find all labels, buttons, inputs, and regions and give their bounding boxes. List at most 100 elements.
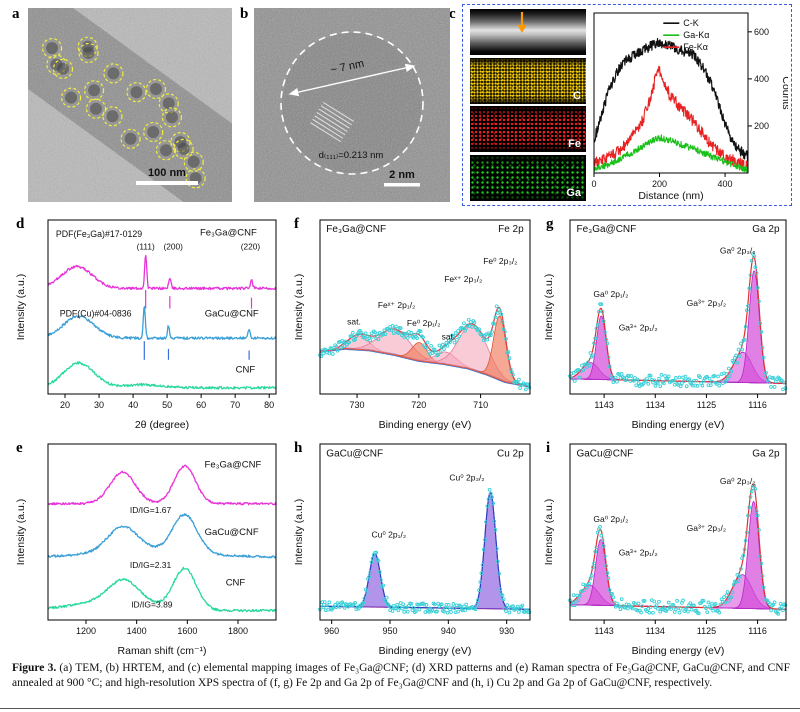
figure-caption: Figure 3. (a) TEM, (b) HRTEM, and (c) el…: [12, 661, 790, 691]
svg-text:1116: 1116: [748, 400, 767, 410]
svg-text:720: 720: [411, 400, 426, 410]
svg-text:30: 30: [94, 400, 104, 410]
svg-text:20: 20: [60, 400, 70, 410]
scale-bar-label: 100 nm: [148, 167, 186, 179]
diameter-arrow: [288, 63, 416, 97]
svg-text:600: 600: [754, 27, 769, 37]
panel-i-letter: i: [546, 440, 551, 456]
svg-text:0: 0: [591, 179, 596, 189]
panel-b-letter: b: [240, 6, 249, 22]
svg-text:PDF(Cu)#04-0836: PDF(Cu)#04-0836: [60, 308, 132, 318]
page-rule: [0, 708, 800, 709]
svg-text:Intensity (a.u.): Intensity (a.u.): [293, 274, 305, 341]
svg-text:1134: 1134: [646, 626, 665, 636]
svg-text:Fe-Kα: Fe-Kα: [683, 42, 708, 52]
iron-map-strip: Fe: [470, 106, 586, 152]
panel-a-letter: a: [12, 6, 20, 22]
caption-figure-number: Figure 3.: [12, 662, 57, 674]
svg-text:1125: 1125: [697, 626, 716, 636]
carbon-map-label: C: [573, 89, 581, 102]
lattice-fringes: [310, 101, 354, 143]
svg-text:Binding energy (eV): Binding energy (eV): [632, 419, 725, 431]
svg-text:2θ (degree): 2θ (degree): [135, 419, 189, 431]
gallium-map-strip: Ga: [470, 154, 586, 201]
svg-text:Intensity (a.u.): Intensity (a.u.): [15, 274, 27, 341]
svg-text:1800: 1800: [228, 626, 248, 636]
xps-ga2p-gacu-chart: 1143 1134 1125 1116 Binding energy (eV) Inten…: [540, 438, 794, 665]
svg-text:Ga³⁺ 2p₃/₂: Ga³⁺ 2p₃/₂: [687, 523, 727, 533]
svg-text:950: 950: [382, 626, 397, 636]
svg-text:Raman shift (cm⁻¹): Raman shift (cm⁻¹): [118, 645, 207, 657]
d-spacing-label: d₍₁₁₁₎=0.213 nm: [319, 150, 384, 161]
svg-text:Ga³⁺ 2p₃/₂: Ga³⁺ 2p₃/₂: [687, 298, 727, 308]
tem-image: 100 nm: [28, 8, 232, 202]
svg-text:Fe₃Ga@CNF: Fe₃Ga@CNF: [205, 460, 262, 471]
svg-text:930: 930: [499, 626, 514, 636]
svg-text:CNF: CNF: [236, 364, 256, 375]
svg-text:60: 60: [196, 400, 206, 410]
svg-text:ID/IG=2.31: ID/IG=2.31: [130, 560, 172, 570]
svg-text:sat.: sat.: [347, 316, 361, 326]
svg-text:Fe₃Ga@CNF: Fe₃Ga@CNF: [576, 224, 636, 235]
svg-text:Cu⁰ 2p₃/₂: Cu⁰ 2p₃/₂: [449, 473, 484, 483]
svg-text:Ga³⁺ 2p₁/₂: Ga³⁺ 2p₁/₂: [619, 548, 658, 558]
panel-d-letter: d: [16, 216, 25, 232]
carbon-map-strip: C: [470, 57, 586, 104]
eds-linescan-chart: 0 200 400 200 400 600 Distance (nm) Counts C-K Ga…: [588, 7, 792, 210]
svg-text:Fe₃Ga@CNF: Fe₃Ga@CNF: [326, 224, 386, 235]
svg-text:1143: 1143: [594, 626, 613, 636]
svg-text:Binding energy (eV): Binding energy (eV): [379, 419, 472, 431]
svg-text:400: 400: [718, 179, 733, 189]
svg-text:Fe⁰ 2p₃/₂: Fe⁰ 2p₃/₂: [483, 256, 517, 266]
panel-h-letter: h: [294, 440, 303, 456]
svg-text:Fe₃Ga@CNF: Fe₃Ga@CNF: [200, 228, 257, 239]
raman-chart: 1200 1400 1600 1800 Raman shift (cm⁻¹) Intens…: [12, 438, 286, 665]
svg-text:730: 730: [350, 400, 365, 410]
svg-text:Intensity (a.u.): Intensity (a.u.): [543, 499, 555, 566]
svg-text:Ga 2p: Ga 2p: [752, 448, 780, 459]
scale-bar: [136, 181, 198, 185]
svg-text:1600: 1600: [177, 626, 197, 636]
svg-text:Intensity (a.u.): Intensity (a.u.): [293, 499, 305, 566]
panel-e-letter: e: [16, 440, 23, 456]
svg-text:(111): (111): [137, 242, 155, 252]
svg-text:1200: 1200: [76, 626, 96, 636]
gallium-map-label: Ga: [566, 186, 581, 199]
svg-text:960: 960: [324, 626, 339, 636]
caption-text: (a) TEM, (b) HRTEM, and (c) elemental ma…: [12, 662, 790, 690]
panel-c-letter: c: [449, 6, 456, 22]
svg-text:GaCu@CNF: GaCu@CNF: [576, 448, 633, 459]
svg-text:Cu⁰ 2p₁/₂: Cu⁰ 2p₁/₂: [372, 529, 407, 539]
svg-text:200: 200: [754, 121, 769, 131]
haadf-strip: [470, 9, 586, 55]
svg-text:1143: 1143: [594, 400, 613, 410]
svg-text:CNF: CNF: [226, 577, 246, 588]
svg-text:940: 940: [441, 626, 456, 636]
svg-text:Binding energy (eV): Binding energy (eV): [632, 645, 725, 657]
svg-text:(220): (220): [241, 242, 261, 252]
xps-cu2p-chart: 960 950 940 930 Binding energy (eV) Intensity…: [290, 438, 538, 665]
xps-fe2p-chart: 730 720 710 Binding energy (eV) Intensity (a…: [290, 214, 538, 439]
svg-text:Feˣ⁺ 2p₃/₂: Feˣ⁺ 2p₃/₂: [444, 274, 482, 284]
svg-text:Ga-Kα: Ga-Kα: [683, 30, 709, 40]
elemental-mapping-panel: [462, 4, 792, 206]
scale-bar-label: 2 nm: [389, 169, 415, 181]
panel-g-letter: g: [546, 216, 554, 232]
nanoparticle-circles: [41, 36, 206, 189]
svg-text:Ga⁰ 2p₁/₂: Ga⁰ 2p₁/₂: [593, 289, 628, 299]
svg-text:Ga⁰ 2p₁/₂: Ga⁰ 2p₁/₂: [593, 514, 628, 524]
svg-text:1400: 1400: [127, 626, 147, 636]
svg-text:Distance (nm): Distance (nm): [638, 190, 703, 202]
svg-text:Intensity (a.u.): Intensity (a.u.): [543, 274, 555, 341]
svg-text:Fe⁰ 2p₁/₂: Fe⁰ 2p₁/₂: [407, 318, 441, 328]
svg-text:(200): (200): [164, 242, 184, 252]
svg-text:Counts: Counts: [780, 76, 788, 109]
svg-text:200: 200: [652, 179, 667, 189]
svg-text:Ga 2p: Ga 2p: [752, 224, 780, 235]
svg-text:1116: 1116: [748, 626, 767, 636]
panel-f-letter: f: [294, 216, 299, 232]
svg-text:1125: 1125: [697, 400, 716, 410]
svg-text:710: 710: [473, 400, 488, 410]
svg-text:Cu 2p: Cu 2p: [497, 448, 524, 459]
